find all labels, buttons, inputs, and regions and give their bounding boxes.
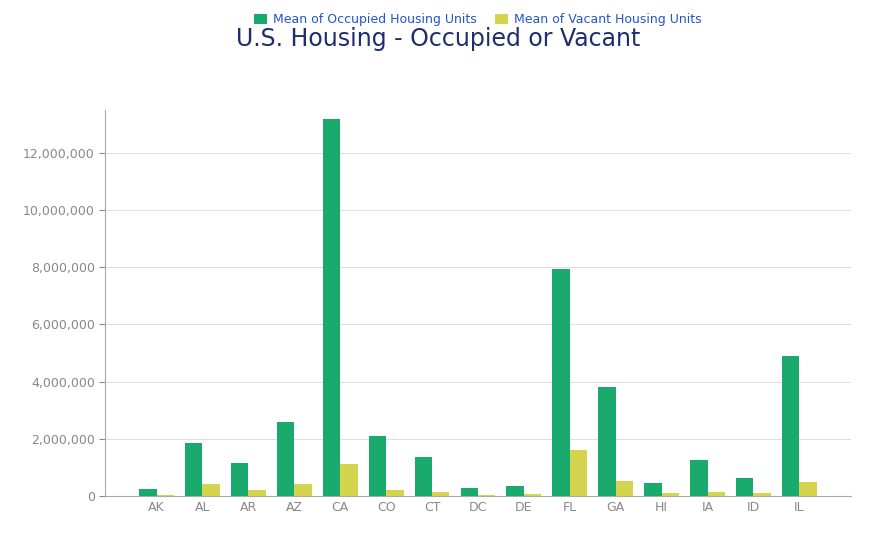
Bar: [645, 483, 661, 496]
Bar: [386, 490, 403, 496]
Bar: [340, 464, 358, 496]
Bar: [708, 493, 725, 496]
Bar: [690, 460, 708, 496]
Bar: [185, 443, 203, 496]
Text: U.S. Housing - Occupied or Vacant: U.S. Housing - Occupied or Vacant: [236, 26, 641, 51]
Bar: [506, 486, 524, 496]
Legend: Mean of Occupied Housing Units, Mean of Vacant Housing Units: Mean of Occupied Housing Units, Mean of …: [249, 8, 707, 31]
Bar: [415, 457, 432, 496]
Bar: [736, 478, 753, 496]
Bar: [157, 495, 174, 496]
Bar: [203, 484, 220, 496]
Bar: [553, 269, 570, 496]
Bar: [368, 436, 386, 496]
Bar: [598, 387, 616, 496]
Bar: [616, 481, 633, 496]
Bar: [277, 422, 295, 496]
Bar: [231, 463, 248, 496]
Bar: [460, 488, 478, 496]
Bar: [323, 119, 340, 496]
Bar: [753, 493, 771, 496]
Bar: [661, 493, 679, 496]
Bar: [139, 489, 157, 496]
Bar: [478, 495, 496, 496]
Bar: [524, 494, 541, 496]
Bar: [248, 490, 266, 496]
Bar: [295, 484, 311, 496]
Bar: [782, 356, 799, 496]
Bar: [570, 450, 588, 496]
Bar: [799, 482, 816, 496]
Bar: [432, 493, 450, 496]
